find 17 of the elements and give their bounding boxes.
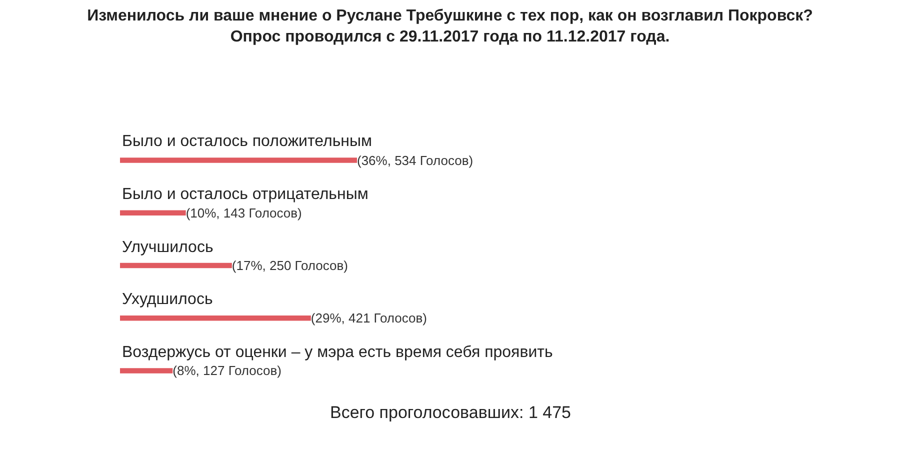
y-tick-label: Ухудшилось: [122, 291, 213, 308]
data-label: (8%, 127 Голосов): [172, 363, 282, 378]
bar: [120, 368, 173, 374]
data-label: (29%, 421 Голосов): [310, 310, 427, 326]
data-label: (17%, 250 Голосов): [232, 258, 348, 273]
y-tick-label: Улучшилось: [122, 239, 214, 256]
text: Всего проголосовавших: 1 475: [330, 403, 571, 422]
y-tick-label: Было и осталось положительным: [122, 133, 372, 150]
bar: [120, 262, 232, 268]
data-label: (36%, 534 Голосов): [357, 152, 474, 168]
bar: [120, 315, 311, 321]
data-label: (10%, 143 Голосов): [186, 205, 302, 220]
text: Изменилось ли ваше мнение о Руслане Требушкине с тех пор, как он возглавил Покровск? Опрос проводился с 29.11.2017 года по 11.12.2017 года.: [87, 8, 813, 46]
bar: [120, 210, 186, 216]
bar: [120, 158, 357, 163]
y-tick-label: Было и осталось отрицательным: [122, 186, 368, 203]
y-tick-label: Воздержусь от оценки – у мэра есть время себя проявить: [122, 344, 553, 361]
